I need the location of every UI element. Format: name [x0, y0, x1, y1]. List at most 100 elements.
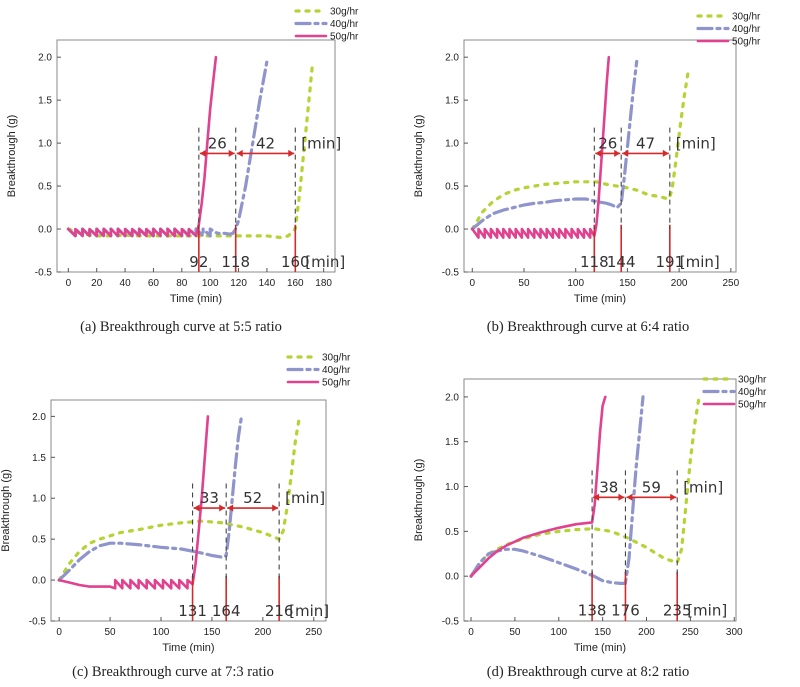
- interval-arrowhead-right: [288, 149, 295, 157]
- chart-panel-4: -0.5 0.0 0.5 1.0 1.5 2.0 0 50 100 150 200 250 300 Tim…: [413, 375, 767, 681]
- x-tick-label: 100: [550, 627, 567, 638]
- interval-arrowhead-right: [670, 493, 677, 501]
- interval-arrowhead-left: [595, 149, 602, 157]
- x-tick-label: 50: [509, 627, 521, 638]
- legend-label: 50g/hr: [732, 37, 761, 48]
- y-tick-label: -0.5: [29, 617, 47, 628]
- legend-label: 30g/hr: [738, 375, 767, 386]
- y-tick-label: 0.5: [445, 182, 459, 193]
- x-tick-label: 160: [287, 278, 304, 289]
- interval-arrowhead-left: [199, 149, 206, 157]
- interval-label: 26: [598, 134, 617, 152]
- x-tick-label: 0: [56, 627, 62, 638]
- plot-frame: [463, 378, 737, 622]
- x-tick-label: 200: [255, 627, 272, 638]
- x-tick-label: 50: [105, 627, 117, 638]
- legend-label: 40g/hr: [330, 19, 359, 30]
- interval-arrowhead-left: [236, 149, 243, 157]
- x-tick-label: 100: [567, 278, 584, 289]
- breakthrough-time-label: 164: [212, 602, 241, 620]
- legend-label: 40g/hr: [322, 365, 351, 376]
- interval-unit-label: [min]: [676, 134, 716, 152]
- series-line-30g-hr: [66, 64, 314, 240]
- legend-label: 40g/hr: [738, 387, 767, 398]
- interval-unit-label: [min]: [683, 478, 723, 496]
- interval-arrowhead-left: [227, 504, 234, 512]
- interval-arrowhead-right: [272, 504, 279, 512]
- interval-label: 33: [200, 489, 219, 507]
- x-tick-label: 0: [468, 627, 474, 638]
- x-tick-label: 0: [469, 278, 475, 289]
- legend-label: 30g/hr: [732, 12, 761, 23]
- breakthrough-time-label: 118: [221, 253, 250, 271]
- x-tick-label: 40: [120, 278, 132, 289]
- y-tick-label: 0.5: [32, 535, 46, 546]
- series-line-40g-hr: [66, 59, 269, 238]
- series-line-50g-hr: [470, 55, 611, 239]
- x-tick-label: 150: [594, 627, 611, 638]
- breakthrough-time-label: 191: [655, 253, 684, 271]
- legend-label: 40g/hr: [732, 24, 761, 35]
- x-tick-label: 180: [315, 278, 332, 289]
- legend-label: 50g/hr: [738, 400, 767, 411]
- y-tick-label: 0.5: [38, 182, 52, 193]
- y-tick-label: -0.5: [442, 268, 460, 279]
- breakthrough-time-label: 118: [580, 253, 609, 271]
- y-tick-label: 1.0: [445, 482, 459, 493]
- plot-frame: [50, 399, 327, 622]
- y-tick-label: 0.0: [445, 225, 459, 236]
- x-tick-label: 140: [259, 278, 276, 289]
- x-axis-label: Time (min): [170, 293, 222, 305]
- x-tick-label: 120: [230, 278, 247, 289]
- y-axis-label: Breakthrough (g): [6, 115, 18, 198]
- chart-panel-2: -0.5 0.0 0.5 1.0 1.5 2.0 0 50 100 150 200 250 Time (…: [413, 12, 761, 336]
- series-line-50g-hr: [469, 395, 607, 578]
- time-unit-label: [min]: [687, 602, 727, 620]
- interval-arrowhead-left: [193, 504, 200, 512]
- series-line-30g-hr: [470, 68, 691, 231]
- time-unit-label: [min]: [305, 253, 345, 271]
- breakthrough-time-label: 176: [611, 602, 640, 620]
- breakthrough-time-label: 131: [178, 602, 207, 620]
- time-unit-label: [min]: [289, 602, 329, 620]
- series-line-40g-hr: [470, 59, 639, 231]
- x-tick-label: 250: [305, 627, 322, 638]
- panel-caption: (a) Breakthrough curve at 5:5 ratio: [80, 319, 282, 335]
- y-axis-label: Breakthrough (g): [413, 115, 425, 198]
- interval-unit-label: [min]: [301, 134, 341, 152]
- interval-arrowhead-right: [228, 149, 235, 157]
- y-tick-label: 0.5: [445, 527, 459, 538]
- interval-label: 59: [642, 478, 661, 496]
- panel-caption: (b) Breakthrough curve at 6:4 ratio: [487, 319, 690, 335]
- y-tick-label: 1.5: [38, 96, 52, 107]
- x-tick-label: 200: [671, 278, 688, 289]
- breakthrough-time-label: 92: [189, 253, 208, 271]
- time-unit-label: [min]: [680, 253, 720, 271]
- legend-label: 50g/hr: [330, 32, 359, 43]
- y-tick-label: 1.5: [445, 437, 459, 448]
- x-axis-label: Time (min): [574, 293, 626, 305]
- legend-label: 30g/hr: [330, 7, 359, 18]
- x-tick-label: 50: [518, 278, 530, 289]
- chart-panel-3: -0.5 0.0 0.5 1.0 1.5 2.0 0 50 100 150 200 250 Time (…: [0, 353, 351, 681]
- y-tick-label: 1.0: [32, 494, 46, 505]
- y-tick-label: 0.0: [38, 225, 52, 236]
- breakthrough-time-label: 138: [578, 602, 607, 620]
- breakthrough-time-label: 216: [265, 602, 294, 620]
- legend-label: 50g/hr: [322, 378, 351, 389]
- interval-label: 47: [636, 134, 655, 152]
- interval-arrowhead-right: [662, 149, 669, 157]
- series-line-50g-hr: [57, 415, 210, 590]
- x-tick-label: 200: [638, 627, 655, 638]
- interval-arrowhead-left: [622, 149, 629, 157]
- y-tick-label: 0.0: [32, 576, 46, 587]
- plot-frame: [56, 39, 336, 273]
- x-tick-label: 250: [682, 627, 699, 638]
- interval-label: 38: [599, 478, 618, 496]
- y-tick-label: 1.5: [445, 96, 459, 107]
